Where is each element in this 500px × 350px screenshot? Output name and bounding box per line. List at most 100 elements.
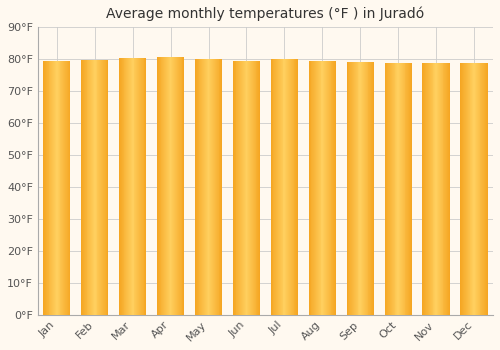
Bar [286, 60, 287, 315]
Bar [270, 60, 272, 315]
Bar [43, 61, 44, 315]
Bar [328, 61, 330, 315]
Bar [90, 60, 91, 315]
Bar [259, 61, 260, 315]
Bar [432, 63, 434, 315]
Bar [142, 58, 144, 315]
Bar [55, 61, 56, 315]
Bar [401, 63, 402, 315]
Bar [464, 63, 465, 315]
Bar [289, 60, 290, 315]
Bar [218, 59, 220, 315]
Bar [290, 60, 291, 315]
Bar [136, 58, 137, 315]
Bar [234, 61, 236, 315]
Bar [315, 61, 316, 315]
Bar [220, 59, 222, 315]
Bar [308, 61, 310, 315]
Bar [64, 61, 65, 315]
Bar [215, 59, 216, 315]
Bar [276, 60, 277, 315]
Bar [434, 63, 435, 315]
Bar [248, 61, 249, 315]
Bar [386, 63, 388, 315]
Bar [486, 63, 487, 315]
Bar [409, 63, 410, 315]
Bar [280, 60, 281, 315]
Bar [201, 59, 202, 315]
Bar [84, 60, 86, 315]
Bar [468, 63, 469, 315]
Bar [242, 61, 243, 315]
Bar [166, 57, 167, 315]
Bar [361, 62, 362, 315]
Bar [208, 59, 210, 315]
Bar [366, 62, 368, 315]
Bar [483, 63, 484, 315]
Bar [410, 63, 411, 315]
Bar [256, 61, 258, 315]
Bar [282, 60, 284, 315]
Bar [92, 60, 93, 315]
Bar [56, 61, 57, 315]
Bar [182, 57, 184, 315]
Bar [100, 60, 101, 315]
Bar [203, 59, 204, 315]
Bar [249, 61, 250, 315]
Bar [350, 62, 351, 315]
Bar [314, 61, 315, 315]
Bar [57, 61, 58, 315]
Bar [195, 59, 196, 315]
Bar [130, 58, 131, 315]
Bar [176, 57, 177, 315]
Bar [362, 62, 363, 315]
Bar [474, 63, 475, 315]
Bar [68, 61, 70, 315]
Bar [470, 63, 472, 315]
Bar [98, 60, 100, 315]
Bar [278, 60, 279, 315]
Bar [180, 57, 182, 315]
Bar [323, 61, 324, 315]
Bar [241, 61, 242, 315]
Bar [165, 57, 166, 315]
Bar [476, 63, 477, 315]
Bar [132, 58, 134, 315]
Bar [214, 59, 215, 315]
Bar [44, 61, 45, 315]
Bar [392, 63, 394, 315]
Bar [134, 58, 136, 315]
Bar [140, 58, 141, 315]
Bar [198, 59, 200, 315]
Bar [480, 63, 482, 315]
Bar [428, 63, 429, 315]
Bar [330, 61, 332, 315]
Bar [291, 60, 292, 315]
Bar [318, 61, 320, 315]
Bar [346, 62, 348, 315]
Bar [274, 60, 276, 315]
Bar [204, 59, 205, 315]
Bar [403, 63, 404, 315]
Bar [354, 62, 355, 315]
Bar [487, 63, 488, 315]
Bar [196, 59, 198, 315]
Bar [239, 61, 240, 315]
Bar [394, 63, 396, 315]
Bar [254, 61, 256, 315]
Bar [246, 61, 248, 315]
Bar [348, 62, 350, 315]
Bar [91, 60, 92, 315]
Bar [174, 57, 175, 315]
Bar [473, 63, 474, 315]
Bar [384, 63, 386, 315]
Bar [172, 57, 174, 315]
Bar [442, 63, 444, 315]
Bar [429, 63, 430, 315]
Bar [320, 61, 322, 315]
Bar [243, 61, 244, 315]
Bar [424, 63, 425, 315]
Bar [292, 60, 294, 315]
Bar [335, 61, 336, 315]
Bar [169, 57, 170, 315]
